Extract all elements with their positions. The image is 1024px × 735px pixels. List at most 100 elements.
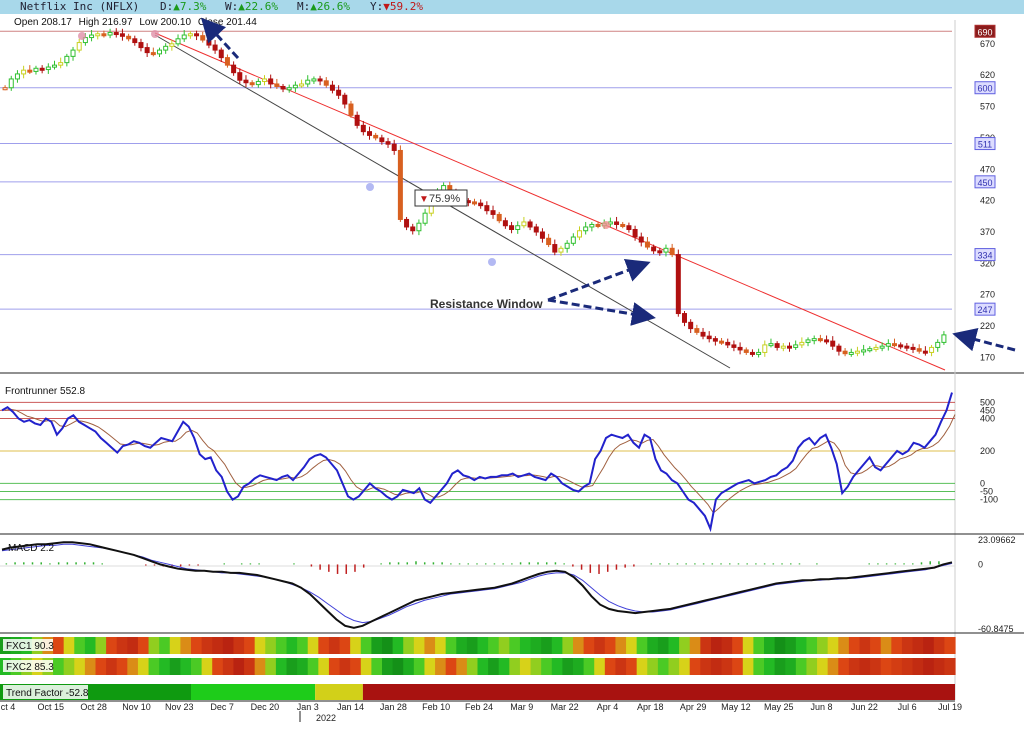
candle-body (669, 247, 675, 256)
heatbar-cell (222, 658, 235, 675)
heatbar-cell (212, 658, 224, 675)
candle-body (373, 134, 379, 139)
candle-body (885, 343, 891, 347)
price-level-label: 690 (977, 27, 992, 37)
candle-body (89, 34, 95, 39)
candle-body (70, 49, 76, 57)
candle-body (644, 241, 650, 248)
heatbar-cell (318, 637, 330, 654)
ohlc-readout: Open 208.17 High 216.97 Low 200.10 Close… (14, 17, 261, 28)
heatbar-cell (403, 637, 415, 654)
candle-body (194, 33, 200, 37)
frontrunner-tick-label: 0 (980, 478, 985, 488)
candle-body (95, 33, 101, 37)
candle-body (787, 345, 792, 349)
candle-body (329, 84, 335, 91)
price-tick-label: 620 (980, 70, 995, 80)
candle-body (181, 34, 187, 40)
date-tick-label: Jun 22 (851, 702, 878, 712)
pivot-marker (602, 221, 610, 229)
dashed-arrow (200, 17, 240, 60)
heatbar-cell (509, 637, 521, 654)
heatbar-cell (626, 637, 638, 654)
annotation-value: 75.9% (429, 193, 460, 205)
candle-body (638, 236, 644, 243)
candle-body (354, 114, 360, 126)
candle-body (292, 84, 298, 89)
price-level-labels: 690 600 511 450 334 247 (974, 24, 996, 316)
price-tick-label: 170 (980, 352, 995, 362)
heatbar-cell (148, 658, 160, 675)
candle-body (848, 351, 854, 355)
heatbar-cell (339, 637, 351, 654)
candle-body (348, 103, 354, 116)
macd-signal-line (1, 543, 953, 624)
heatbar-cell (891, 658, 903, 675)
candle-body (33, 67, 39, 72)
candle-body (397, 149, 403, 220)
candle-body (756, 351, 762, 355)
heatbar-cell (424, 658, 436, 675)
day-change-label: D:▲7.3% (160, 0, 206, 14)
candle-body (484, 205, 490, 212)
heatbar-cell (127, 637, 139, 654)
heatbar-cell (774, 658, 786, 675)
trend-factor-bar (0, 684, 955, 700)
candle-body (323, 80, 329, 86)
heatbar-cell (817, 658, 829, 675)
frontrunner-level-lines (0, 401, 955, 501)
heatbar-cell (647, 637, 659, 654)
candle-body (527, 221, 533, 228)
candle-body (212, 44, 218, 51)
candle-body (175, 38, 181, 45)
heatbar-cell (668, 658, 680, 675)
week-change-label: W:▲22.6% (225, 0, 278, 14)
heatbar-cell (657, 637, 670, 654)
macd-line (1, 541, 953, 629)
price-level-label: 450 (977, 178, 992, 188)
heatbar-cell (604, 658, 617, 675)
heatbar-cell (530, 658, 542, 675)
heatbar-cell (297, 658, 309, 675)
heatbar-cell (583, 637, 595, 654)
heatbar-cell (265, 658, 277, 675)
date-tick-label: Nov 10 (122, 702, 151, 712)
candle-body (218, 49, 224, 59)
heatbar-cell (254, 637, 266, 654)
date-tick-label: Jan 14 (337, 702, 364, 712)
heatbar-cell (233, 637, 245, 654)
candle-body (558, 247, 564, 253)
heatbar-cell (785, 658, 797, 675)
candle-body (243, 79, 249, 84)
heatbar-cell (456, 637, 468, 654)
candle-body (805, 339, 811, 343)
heatbar-cell (870, 658, 882, 675)
candle-body (274, 83, 280, 87)
macd-tick-label: 0 (978, 559, 983, 569)
heatbar-cell (657, 658, 670, 675)
heatbar-cell (392, 637, 404, 654)
heatbar-cell (933, 637, 945, 654)
high-value: High 216.97 (78, 17, 133, 28)
candle-body (367, 131, 372, 136)
price-tick-label: 370 (980, 227, 995, 237)
candle-body (824, 339, 830, 343)
heatbar-cell (350, 637, 362, 654)
heatbar-cell (615, 658, 627, 675)
candle-body (52, 64, 57, 68)
heatbar-cell (774, 637, 786, 654)
heatbar-cell (169, 637, 181, 654)
heatbar-cell (498, 658, 510, 675)
candle-body (206, 39, 212, 46)
candle-body (762, 344, 768, 353)
candle-body (76, 42, 82, 51)
macd-tick-label: 23.09662 (978, 535, 1016, 545)
heatbar-cell (838, 658, 850, 675)
price-level-label: 334 (977, 251, 992, 261)
candle-body (249, 82, 255, 86)
frontrunner-title: Frontrunner 552.8 (5, 386, 85, 397)
candle-body (774, 343, 780, 348)
heatbar-cell (63, 637, 75, 654)
heatbar-cell (519, 658, 532, 675)
